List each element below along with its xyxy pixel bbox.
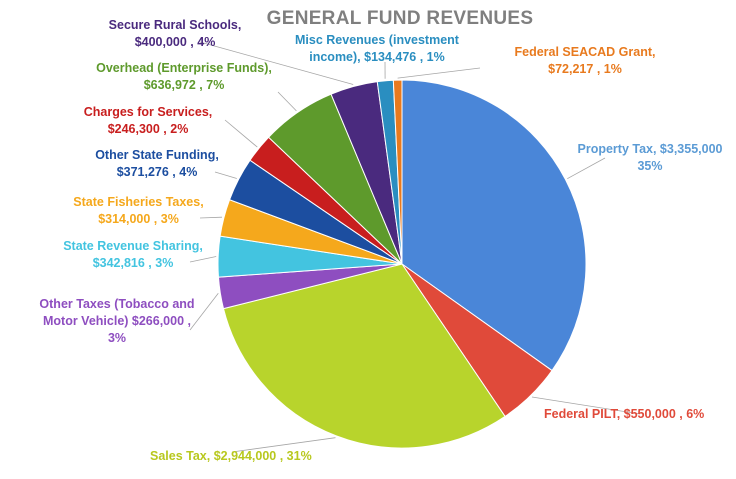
label-property-tax: Property Tax, $3,355,000 35%: [577, 142, 723, 173]
label-other-state-funding: Other State Funding, $371,276 , 4%: [95, 148, 219, 179]
label-state-revenue-sharing: State Revenue Sharing, $342,816 , 3%: [63, 239, 203, 270]
label-secure-rural-schools: Secure Rural Schools, $400,000 , 4%: [108, 18, 242, 49]
pie-slice-property-tax: [401, 79, 587, 372]
chart-title: GENERAL FUND REVENUES: [266, 8, 534, 29]
label-charges-for-services: Charges for Services, $246,300 , 2%: [83, 105, 213, 136]
leader-line: [531, 396, 641, 415]
label-federal-seacad-grant: Federal SEACAD Grant, $72,217 , 1%: [514, 45, 656, 76]
leader-line: [199, 41, 354, 85]
label-other-taxes: Other Taxes (Tobacco and Motor Vehicle) …: [39, 297, 195, 345]
leader-line: [224, 119, 258, 148]
label-state-fisheries-taxes: State Fisheries Taxes, $314,000 , 3%: [73, 195, 204, 226]
label-overhead: Overhead (Enterprise Funds), $636,972 , …: [96, 61, 272, 92]
leader-line: [231, 437, 336, 453]
label-misc-revenues: Misc Revenues (investment income), $134,…: [295, 33, 459, 64]
label-sales-tax: Sales Tax, $2,944,000 , 31%: [150, 449, 312, 463]
leader-line: [397, 67, 481, 79]
leader-line: [277, 91, 297, 112]
leader-line: [189, 256, 217, 263]
leader-line: [214, 171, 237, 179]
label-federal-pilt: Federal PILT, $550,000 , 6%: [544, 407, 705, 421]
leader-line: [189, 293, 219, 331]
pie-slice-sales-tax: [222, 263, 506, 449]
leader-line: [567, 157, 606, 180]
pie-slice-federal-seacad-grant: [392, 79, 403, 265]
leader-line: [199, 216, 223, 219]
